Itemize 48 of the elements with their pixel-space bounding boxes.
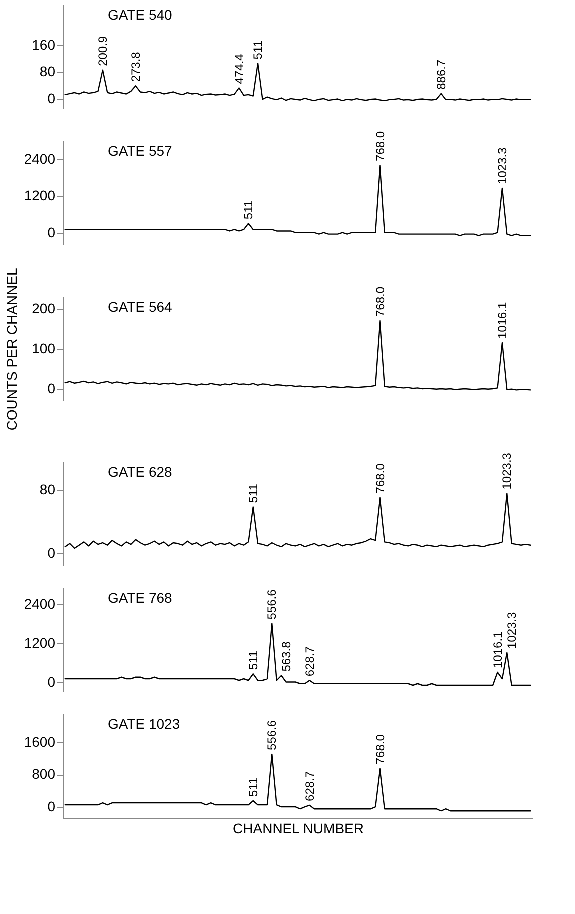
y-tick-label: 0	[48, 224, 56, 240]
y-tick-label: 1200	[24, 634, 56, 651]
annotation: 886.7	[434, 60, 448, 90]
annotation: 511	[246, 484, 260, 504]
annotation: 474.4	[232, 54, 246, 84]
y-tick-label: 800	[32, 766, 56, 782]
annotation: 768.0	[373, 131, 388, 162]
y-tick-label: 0	[48, 674, 56, 690]
annotation: 511	[251, 40, 266, 60]
annotation: 563.8	[280, 641, 294, 672]
annotation: 511	[246, 650, 260, 670]
y-axis-title: COUNTS PER CHANNEL	[4, 268, 20, 431]
x-axis-title: CHANNEL NUMBER	[233, 820, 364, 836]
annotation: 628.7	[302, 646, 317, 677]
chart-title: GATE 1023	[108, 716, 180, 732]
y-tick-label: 0	[48, 544, 56, 561]
y-tick-label: 0	[48, 798, 56, 815]
chart-title: GATE 564	[108, 299, 173, 315]
annotation: 1023.3	[505, 612, 520, 649]
annotation: 628.7	[302, 771, 317, 802]
annotation: 1023.3	[500, 452, 514, 490]
y-tick-label: 0	[48, 380, 56, 396]
annotation: 511	[246, 778, 260, 798]
chart-title: GATE 768	[108, 590, 173, 606]
chart-title: GATE 540	[108, 7, 173, 23]
y-tick-label: 100	[32, 340, 56, 356]
y-tick-label: 80	[40, 64, 56, 80]
y-tick-label: 80	[40, 481, 56, 498]
y-tick-label: 1200	[24, 188, 56, 204]
y-tick-label: 1600	[24, 734, 56, 750]
y-tick-label: 160	[32, 36, 56, 53]
annotation: 1016.1	[495, 302, 510, 339]
annotation: 768.0	[373, 286, 388, 317]
chart-title: GATE 628	[108, 464, 173, 480]
y-tick-label: 0	[48, 90, 56, 106]
y-tick-label: 200	[32, 300, 56, 316]
chart-title: GATE 557	[108, 143, 173, 159]
annotation: 768.0	[373, 463, 388, 494]
y-tick-label: 2400	[24, 596, 56, 612]
annotation: 556.6	[265, 720, 280, 750]
annotation: 1016.1	[490, 631, 505, 668]
annotation: 556.6	[265, 589, 280, 620]
annotation: 1023.3	[495, 147, 510, 184]
annotation: 511	[242, 200, 256, 220]
annotation: 273.8	[128, 52, 143, 82]
y-tick-label: 2400	[24, 150, 56, 167]
annotation: 768.0	[373, 734, 388, 765]
annotation: 200.9	[96, 36, 110, 66]
